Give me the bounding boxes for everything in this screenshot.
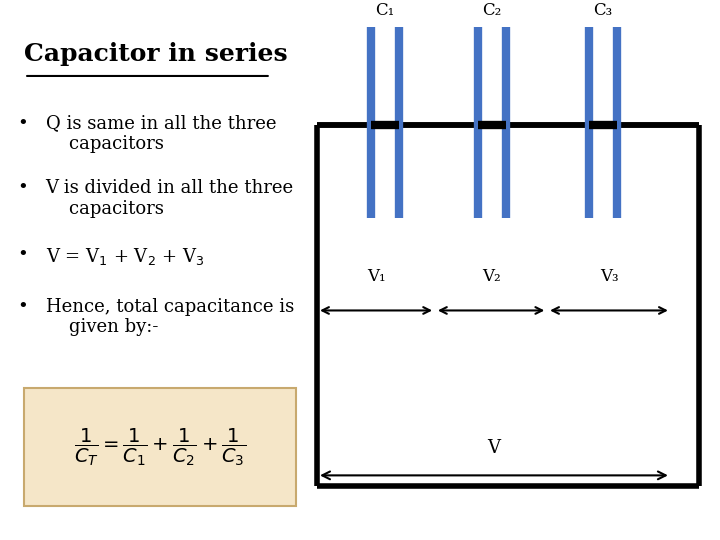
Text: •: • (17, 246, 28, 264)
Text: C₁: C₁ (375, 2, 395, 19)
Text: •: • (17, 114, 28, 133)
Text: V is divided in all the three
    capacitors: V is divided in all the three capacitors (45, 179, 294, 218)
Text: V: V (487, 440, 500, 457)
Text: Capacitor in series: Capacitor in series (24, 43, 288, 66)
Text: V = V$_1$ + V$_2$ + V$_3$: V = V$_1$ + V$_2$ + V$_3$ (45, 246, 204, 267)
FancyBboxPatch shape (24, 388, 296, 507)
Text: V₃: V₃ (600, 268, 618, 285)
Text: V₂: V₂ (482, 268, 500, 285)
Text: $\dfrac{1}{C_T} = \dfrac{1}{C_1} + \dfrac{1}{C_2} + \dfrac{1}{C_3}$: $\dfrac{1}{C_T} = \dfrac{1}{C_1} + \dfra… (74, 427, 246, 468)
Text: Q is same in all the three
    capacitors: Q is same in all the three capacitors (45, 114, 276, 153)
Text: C₂: C₂ (482, 2, 502, 19)
Text: V₁: V₁ (366, 268, 385, 285)
Text: •: • (17, 298, 28, 315)
Text: Hence, total capacitance is
    given by:-: Hence, total capacitance is given by:- (45, 298, 294, 336)
Text: •: • (17, 179, 28, 197)
Text: C₃: C₃ (593, 2, 613, 19)
